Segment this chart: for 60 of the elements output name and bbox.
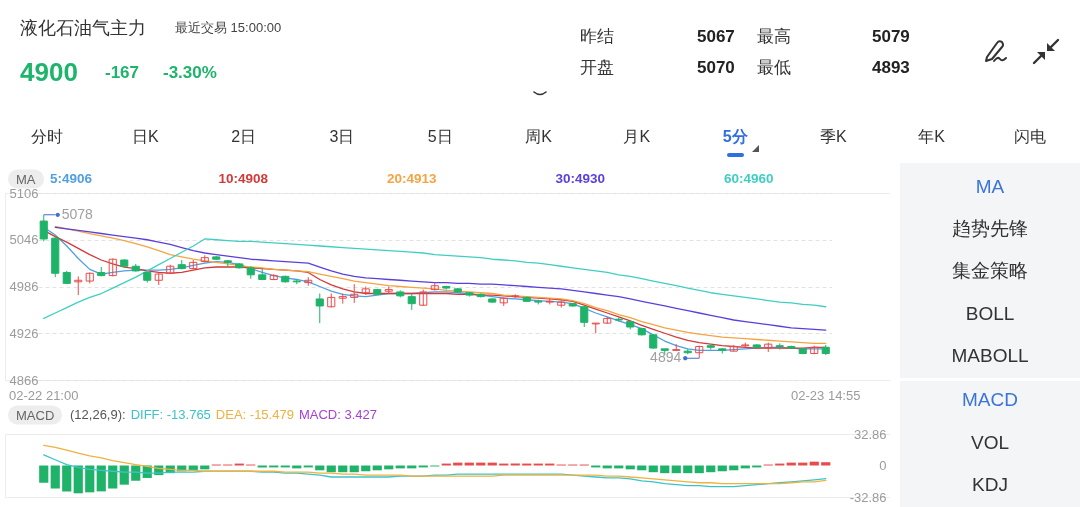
candlestick bbox=[350, 283, 359, 304]
text: 闪电 bbox=[1014, 127, 1046, 147]
text: 5067 bbox=[697, 27, 735, 47]
y-tick-label: 0 bbox=[879, 458, 887, 473]
text: 5分 bbox=[722, 127, 748, 147]
y-tick-label: 5046 bbox=[9, 232, 39, 248]
text: 4893 bbox=[872, 58, 910, 78]
text: 年K bbox=[918, 127, 946, 147]
y-tick-label: 4926 bbox=[9, 325, 39, 341]
annotation: 4894 bbox=[650, 349, 682, 366]
text: MA bbox=[975, 176, 1005, 198]
y-tick-label: -32.86 bbox=[849, 489, 887, 505]
chart-subtitle: (12,26,9): bbox=[70, 406, 126, 423]
text: 30:4930 bbox=[555, 171, 606, 187]
text: 趋势先锋 bbox=[952, 218, 1028, 241]
text: MABOLL bbox=[951, 344, 1029, 367]
x-tick-label: 02-22 21:00 bbox=[9, 387, 79, 403]
text: DEA: -15.479 bbox=[215, 406, 294, 423]
text: 60:4960 bbox=[724, 171, 774, 187]
text: 2日 bbox=[231, 127, 257, 147]
text: VOL bbox=[970, 431, 1010, 454]
candlestick bbox=[315, 293, 324, 324]
y-tick-label: 4866 bbox=[9, 372, 39, 388]
text: 季K bbox=[820, 127, 847, 147]
text: 日K bbox=[131, 127, 159, 147]
text: 4900 bbox=[20, 57, 78, 88]
text: 集金策略 bbox=[952, 260, 1028, 283]
annotation: 5078 bbox=[61, 205, 94, 222]
chart-title: MA bbox=[8, 169, 44, 189]
text: 3日 bbox=[329, 127, 355, 147]
text: 5日 bbox=[427, 127, 453, 147]
text: MACD bbox=[962, 389, 1018, 411]
candlestick bbox=[39, 214, 48, 242]
text: 昨结 bbox=[580, 27, 614, 47]
text: 最高 bbox=[757, 27, 791, 47]
text: 5079 bbox=[872, 27, 910, 47]
text: 月K bbox=[623, 127, 651, 147]
text: BOLL bbox=[965, 302, 1015, 325]
text: 最低 bbox=[757, 58, 791, 78]
y-tick-label: 4986 bbox=[9, 279, 39, 294]
text: 开盘 bbox=[580, 58, 614, 78]
line-series bbox=[43, 238, 827, 320]
text: 最近交易 15:00:00 bbox=[175, 19, 282, 36]
text: 20:4913 bbox=[387, 171, 437, 187]
candlestick bbox=[74, 275, 83, 296]
x-tick-label: 02-23 14:55 bbox=[791, 387, 861, 403]
text: 分时 bbox=[31, 127, 63, 147]
text: 5:4906 bbox=[50, 171, 93, 187]
text: 5070 bbox=[697, 58, 735, 78]
y-tick-label: 32.86 bbox=[853, 426, 887, 442]
text: -167 bbox=[105, 63, 140, 83]
text: MACD: 3.427 bbox=[298, 406, 377, 423]
text: -3.30% bbox=[163, 63, 217, 83]
text: DIFF: -13.765 bbox=[130, 406, 211, 423]
chart-title: MACD bbox=[8, 405, 63, 425]
text: 液化石油气主力 bbox=[20, 17, 146, 39]
text: KDJ bbox=[972, 474, 1008, 496]
line-series bbox=[43, 444, 827, 485]
text: 周K bbox=[525, 127, 552, 147]
text: 10:4908 bbox=[218, 171, 269, 187]
